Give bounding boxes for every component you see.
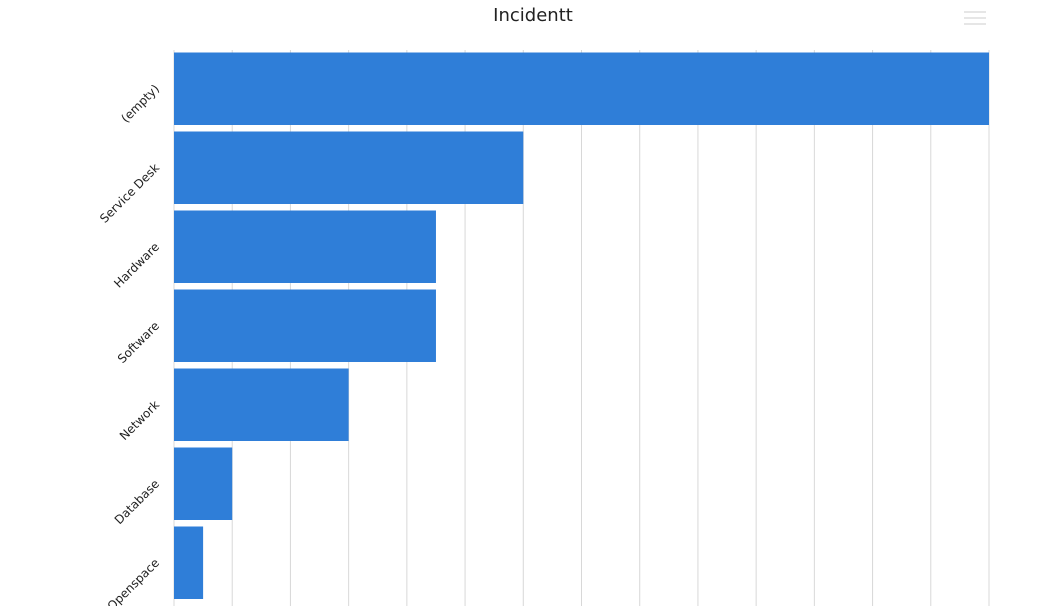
bar — [174, 210, 436, 283]
y-tick-label: (empty) — [118, 82, 162, 126]
y-tick-label: Software — [115, 319, 162, 366]
bar — [174, 526, 204, 599]
bar — [174, 52, 989, 125]
y-tick-label: Service Desk — [97, 161, 162, 226]
bar — [174, 131, 524, 204]
y-tick-label: Hardware — [111, 240, 162, 291]
bar — [174, 289, 436, 362]
y-tick-label: Openspace — [105, 556, 162, 606]
y-tick-label: Network — [117, 398, 162, 443]
chart-title: Incidentt — [493, 5, 573, 26]
y-tick-label: Database — [112, 477, 162, 527]
bar — [174, 368, 349, 441]
bar — [174, 447, 233, 520]
menu-icon[interactable] — [964, 11, 986, 25]
